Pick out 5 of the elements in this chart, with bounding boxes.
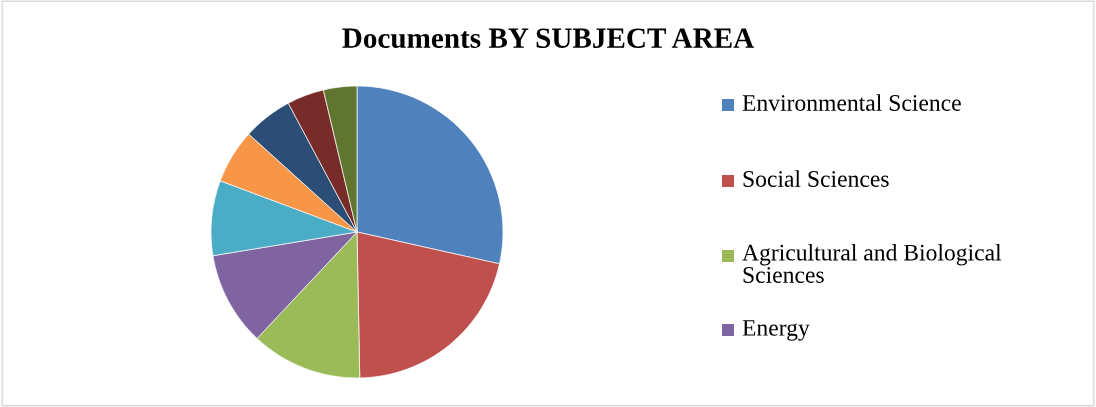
- legend-label: Social Sciences: [743, 170, 889, 187]
- legend-label: Energy: [742, 320, 810, 341]
- legend-label: Environmental Science: [742, 94, 961, 111]
- chart-title: Documents BY SUBJECT AREA: [342, 28, 755, 49]
- legend-label: Agricultural and Biological Sciences: [742, 244, 1002, 283]
